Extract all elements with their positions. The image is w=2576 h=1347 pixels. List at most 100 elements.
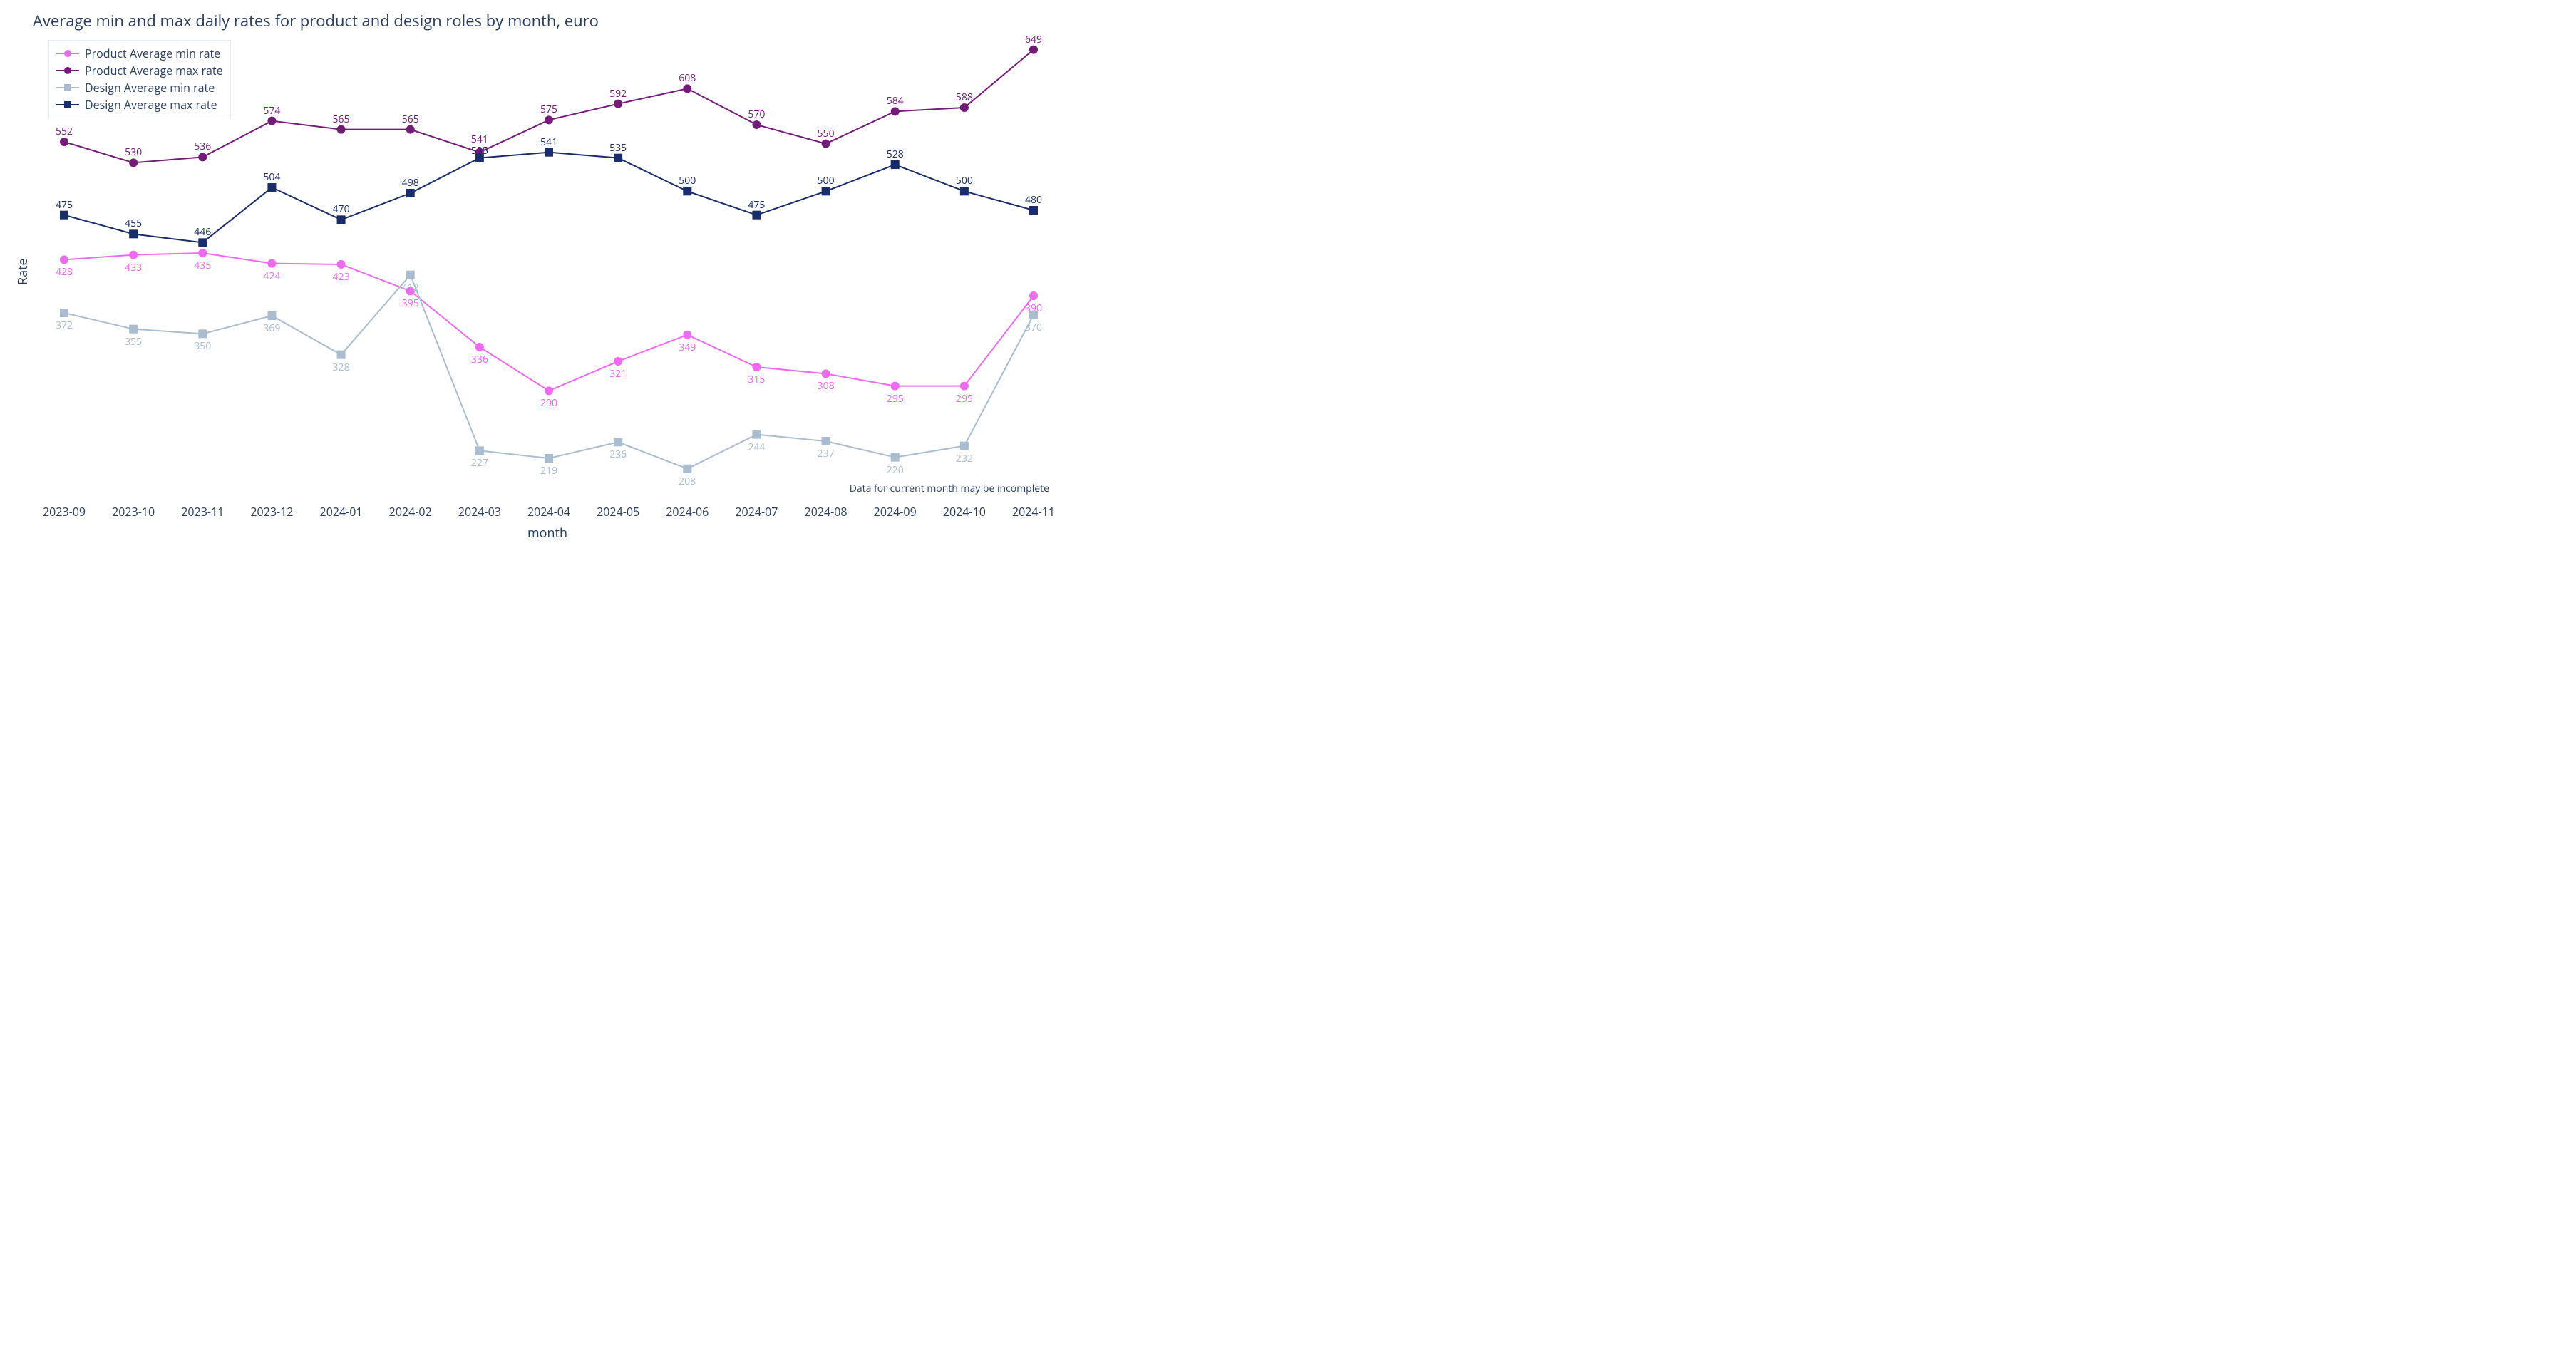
data-label: 428 [56,265,73,279]
data-label: 390 [1025,301,1042,315]
data-marker [891,160,900,169]
data-label: 308 [818,379,835,393]
data-marker [60,255,68,264]
data-marker [129,158,138,167]
data-marker [891,382,900,391]
x-tick-label: 2024-05 [597,504,639,520]
data-marker [129,251,138,259]
data-marker [614,154,622,162]
data-label: 433 [125,261,142,274]
legend-swatch [56,70,79,71]
data-label: 220 [887,463,904,477]
legend-label: Product Average min rate [85,46,220,61]
data-label: 350 [194,339,211,353]
circle-marker-icon [64,50,71,57]
data-label: 232 [956,452,973,465]
data-marker [475,343,484,351]
data-marker [545,454,553,463]
x-tick-label: 2024-06 [666,504,709,520]
legend-item[interactable]: Product Average max rate [56,62,223,79]
data-label: 565 [333,113,350,126]
data-label: 475 [748,198,765,212]
data-label: 412 [402,281,419,294]
chart-note: Data for current month may be incomplete [850,482,1049,495]
x-tick-label: 2024-08 [805,504,847,520]
data-label: 536 [194,140,211,153]
data-marker [475,446,484,455]
x-tick-label: 2024-09 [874,504,917,520]
data-marker [614,438,622,446]
x-tick-label: 2024-04 [527,504,570,520]
data-marker [337,215,346,224]
data-marker [337,260,346,269]
data-label: 528 [887,148,904,161]
data-label: 328 [333,361,350,374]
data-label: 500 [956,174,973,187]
data-marker [267,311,276,320]
data-label: 530 [125,145,142,159]
data-marker [752,430,761,439]
y-axis-label: Rate [14,258,31,285]
data-marker [822,437,830,445]
data-label: 321 [609,367,627,381]
data-marker [752,120,761,129]
data-label: 500 [679,174,696,187]
data-label: 369 [263,321,280,335]
data-marker [891,453,900,462]
data-label: 295 [887,392,904,406]
data-label: 423 [333,270,350,284]
data-label: 480 [1025,193,1042,207]
data-label: 470 [333,202,350,216]
data-label: 565 [402,113,419,126]
legend-swatch [56,87,79,88]
data-label: 227 [471,456,488,470]
x-tick-label: 2024-01 [320,504,363,520]
x-axis-label: month [527,525,567,542]
data-marker [752,211,761,220]
data-marker [822,369,830,378]
data-label: 500 [818,174,835,187]
data-label: 370 [1025,321,1042,334]
legend-label: Product Average max rate [85,63,223,78]
legend-swatch [56,104,79,105]
series-line [64,275,1034,469]
data-label: 244 [748,440,765,454]
data-marker [337,351,346,359]
legend-label: Design Average max rate [85,97,217,113]
data-marker [198,329,207,338]
data-label: 290 [540,396,557,410]
data-label: 237 [818,447,835,460]
data-label: 649 [1025,33,1042,46]
data-marker [683,331,691,339]
data-label: 535 [471,144,488,158]
data-marker [1029,46,1038,54]
data-marker [822,187,830,195]
legend-item[interactable]: Design Average min rate [56,79,223,96]
legend-item[interactable]: Design Average max rate [56,96,223,113]
data-label: 372 [56,319,73,332]
data-marker [1029,206,1038,215]
data-marker [545,386,553,395]
data-label: 588 [956,91,973,104]
data-marker [267,117,276,125]
data-marker [267,183,276,192]
data-marker [960,442,969,450]
data-marker [960,103,969,112]
data-marker [267,259,276,268]
data-marker [614,100,622,108]
x-tick-label: 2023-11 [181,504,224,520]
data-marker [683,84,691,93]
x-tick-label: 2023-10 [112,504,155,520]
data-label: 446 [194,225,211,239]
x-tick-label: 2024-07 [735,504,778,520]
legend-item[interactable]: Product Average min rate [56,45,223,62]
data-marker [614,357,622,366]
data-marker [891,107,900,115]
data-marker [752,363,761,371]
data-label: 541 [540,135,557,149]
data-label: 236 [609,448,627,461]
circle-marker-icon [64,67,71,74]
data-label: 336 [471,353,488,366]
data-marker [198,238,207,247]
data-label: 355 [125,335,142,349]
